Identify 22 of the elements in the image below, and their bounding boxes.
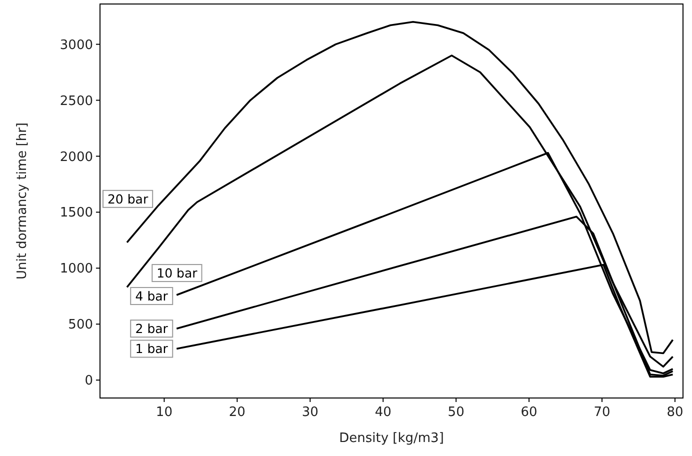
x-tick-label: 10 bbox=[156, 405, 172, 420]
x-tick-label: 80 bbox=[666, 405, 684, 420]
x-tick-label: 40 bbox=[374, 405, 392, 420]
x-tick-label: 70 bbox=[594, 405, 610, 420]
y-tick-label: 2500 bbox=[60, 94, 93, 109]
x-tick-label: 20 bbox=[228, 405, 246, 420]
series-label: 4 bar bbox=[135, 288, 169, 304]
series-label: 2 bar bbox=[135, 320, 169, 336]
y-tick-label: 1000 bbox=[60, 262, 93, 277]
series-label: 10 bar bbox=[156, 265, 198, 280]
x-tick-label: 50 bbox=[448, 405, 464, 420]
y-axis-title: Unit dormancy time [hr] bbox=[15, 122, 30, 280]
series-label: 20 bar bbox=[107, 191, 149, 206]
y-tick-label: 1500 bbox=[60, 206, 93, 221]
x-tick-label: 30 bbox=[302, 405, 318, 420]
y-tick-label: 500 bbox=[68, 318, 93, 333]
series-label: 1 bar bbox=[135, 341, 169, 356]
x-tick-label: 60 bbox=[520, 405, 538, 420]
y-tick-label: 3000 bbox=[60, 38, 93, 53]
y-tick-label: 0 bbox=[84, 374, 93, 389]
y-tick-label: 2000 bbox=[60, 150, 93, 165]
x-axis-title: Density [kg/m3] bbox=[339, 431, 444, 446]
